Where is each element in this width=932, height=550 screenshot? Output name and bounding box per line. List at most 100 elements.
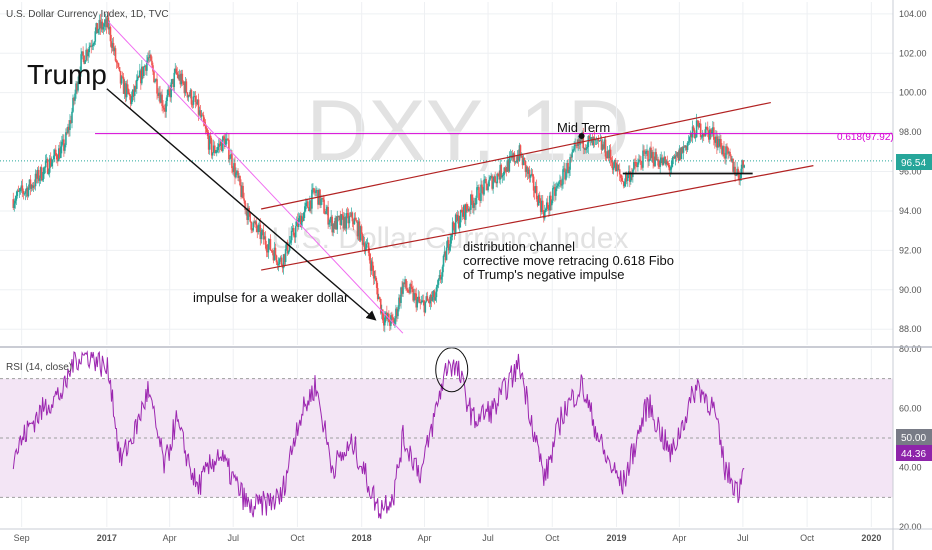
candle-body [235, 172, 237, 178]
candle-body [523, 157, 526, 161]
candle-body [200, 114, 203, 117]
annotation-impulse: impulse for a weaker dollar [193, 290, 349, 305]
candle-body [100, 21, 103, 29]
candle-body [342, 215, 345, 229]
candle-body [124, 83, 127, 98]
candle-body [194, 96, 197, 103]
candle-body [234, 163, 236, 178]
candle-body [729, 151, 731, 156]
candle-body [432, 290, 435, 297]
candle-body [442, 255, 445, 267]
candle-body [26, 188, 29, 197]
candle-body [34, 173, 37, 187]
candle-body [561, 184, 563, 186]
candle-body [300, 216, 303, 228]
candle-body [404, 279, 406, 285]
candle-body [544, 208, 547, 211]
candle-body [524, 160, 527, 172]
candle-body [530, 173, 533, 175]
candle-body [557, 183, 559, 186]
candle-body [195, 102, 198, 105]
candle-body [586, 147, 589, 149]
candle-body [296, 220, 299, 227]
candle-body [202, 115, 205, 123]
candle-body [54, 149, 57, 155]
candle-body [156, 79, 158, 94]
candle-body [440, 276, 443, 280]
candle-body [30, 184, 33, 189]
candle-body [737, 168, 739, 175]
annotation-trump: Trump [27, 59, 107, 90]
candle-body [478, 187, 480, 200]
candle-body [13, 203, 16, 208]
last-price-value: 96.54 [901, 158, 926, 169]
candle-body [438, 274, 441, 279]
candle-body [359, 226, 362, 241]
rsi-tick: 20.00 [899, 522, 922, 532]
candle-body [499, 164, 502, 180]
candle-body [272, 252, 275, 261]
candle-body [640, 160, 642, 165]
candle-body [349, 215, 352, 217]
candle-body [368, 252, 371, 261]
candle-body [678, 148, 681, 161]
candle-body [362, 242, 365, 245]
candle-body [491, 175, 493, 189]
candle-body [696, 120, 699, 122]
candle-body [41, 178, 44, 181]
candle-body [573, 146, 575, 150]
candle-body [109, 27, 112, 42]
rsi-panel [0, 347, 893, 519]
candle-body [369, 260, 372, 271]
candle-body [89, 45, 92, 48]
candle-body [694, 137, 697, 139]
candle-body [636, 166, 638, 168]
candle-body [14, 200, 17, 204]
candle-body [229, 158, 231, 160]
candle-body [623, 181, 626, 187]
rsi-last-badge [896, 445, 932, 461]
candle-body [61, 141, 63, 147]
candle-body [325, 211, 327, 214]
candle-body [52, 155, 55, 160]
candle-body [138, 76, 140, 78]
candle-body [174, 68, 177, 73]
candle-body [722, 146, 724, 155]
candle-body [226, 138, 228, 140]
candle-body [725, 146, 727, 159]
candle-body [360, 226, 363, 235]
rsi-last-value: 44.36 [901, 449, 926, 460]
candle-body [612, 167, 615, 170]
candle-body [75, 83, 77, 94]
candle-body [741, 160, 743, 169]
candle-body [550, 195, 552, 206]
candle-body [643, 150, 645, 153]
candle-body [695, 120, 698, 138]
candle-body [456, 215, 459, 221]
candle-body [141, 66, 143, 84]
candle-body [319, 189, 321, 206]
candle-body [609, 149, 612, 160]
candle-body [118, 67, 121, 71]
candle-body [446, 240, 449, 248]
candle-body [661, 157, 664, 165]
candle-body [215, 150, 218, 152]
candle-body [166, 95, 168, 101]
candle-body [548, 208, 550, 211]
candle-body [545, 202, 548, 209]
candle-body [46, 159, 49, 174]
candle-body [240, 185, 242, 197]
candle-body [620, 177, 623, 181]
candle-body [731, 158, 733, 162]
candle-body [603, 139, 606, 149]
candle-body [134, 86, 137, 89]
candle-body [341, 214, 344, 216]
candle-body [125, 84, 128, 98]
candle-body [146, 60, 148, 71]
candle-body [373, 276, 376, 279]
price-tick: 100.00 [899, 88, 927, 98]
candle-body [153, 71, 155, 83]
candle-body [639, 159, 641, 161]
candle-body [183, 83, 186, 94]
